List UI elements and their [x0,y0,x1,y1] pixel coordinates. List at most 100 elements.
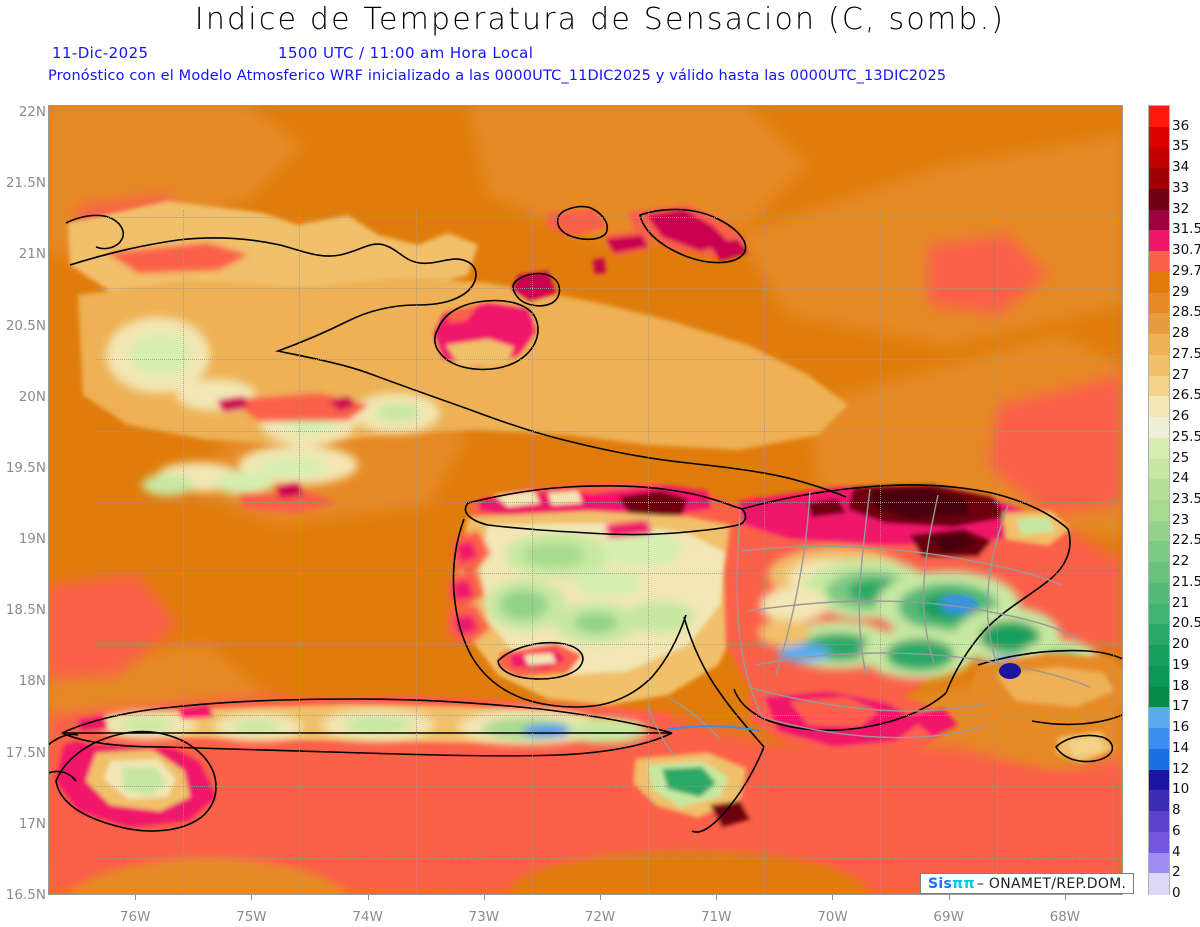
colorbar-tick-label: 21 [1172,594,1190,611]
gridline-lat [96,644,1123,646]
rivers [667,596,979,732]
colorbar-swatch [1149,707,1169,729]
model-info-line: Pronóstico con el Modelo Atmosferico WRF… [48,68,947,84]
colorbar-tick-label: 19 [1172,656,1190,673]
colorbar-tick-label: 27.5 [1172,345,1200,362]
gridline-lat [96,786,1123,788]
x-axis-tick [948,895,950,900]
colorbar-tick-label: 33 [1172,179,1190,196]
colorbar-tick-label: 20.5 [1172,615,1200,632]
colorbar-swatch [1149,209,1169,231]
colorbar-swatch [1149,769,1169,791]
colorbar-swatch [1149,396,1169,418]
colorbar-swatch [1149,313,1169,335]
colorbar-swatch [1149,292,1169,314]
gridline-lat [96,217,1123,219]
logo-agency-text: – ONAMET/REP.DOM. [976,876,1127,892]
y-axis-tick-label: 21.5N [5,175,46,192]
gridline-lon [880,210,882,895]
colorbar-tick-label: 25.5 [1172,428,1200,445]
colorbar-swatch [1149,230,1169,252]
y-axis-tick-label: 20.5N [5,317,46,334]
colorbar-swatch [1149,562,1169,584]
colorbar-swatch [1149,354,1169,377]
colorbar-swatch [1149,603,1169,625]
colorbar-tick-label: 28 [1172,325,1190,342]
x-axis-tick [367,895,369,900]
y-axis-tick-label: 20N [18,388,46,405]
colorbar-swatch [1149,479,1169,501]
x-axis-tick-label: 70W [817,909,848,925]
colorbar-swatch [1149,748,1169,771]
y-axis-tick-label: 22N [18,104,46,121]
y-axis-tick-label: 18N [18,673,46,690]
gridline-lon [764,210,766,895]
colorbar-tick-label: 25 [1172,449,1190,466]
x-axis-tick-label: 71W [700,909,732,925]
gridline-lon [996,210,998,895]
colorbar-swatch [1149,582,1169,605]
x-axis-tick [716,895,718,900]
x-axis-tick [1064,895,1066,900]
y-axis-tick-label: 21N [18,246,46,263]
coastlines [48,205,1123,833]
province-boundaries [647,488,1091,756]
colorbar-swatch [1149,458,1169,480]
y-axis-tick-label: 18.5N [5,602,46,619]
colorbar-swatch [1149,811,1169,833]
colorbar-tick-label: 10 [1172,781,1190,798]
colorbar-tick-label: 14 [1172,739,1190,756]
colorbar-labels: 36 35 34 33 32 31.5 30.7 29.7 29 28.5 28 27.5 27 26.5… [1172,105,1200,901]
colorbar-swatch [1149,665,1169,688]
gridline-lon [415,210,417,895]
colorbar-swatch [1149,251,1169,273]
colorbar-swatch [1149,334,1169,356]
colorbar-swatch [1149,520,1169,543]
gridline-lat [96,501,1123,503]
colorbar-tick-label: 29 [1172,283,1190,300]
temperature-field [48,105,1123,895]
colorbar-tick-label: 26.5 [1172,387,1200,404]
forecast-time: 1500 UTC / 11:00 am Hora Local [278,44,534,62]
gridline-lon [1112,210,1114,895]
colorbar-tick-label: 32 [1172,200,1190,217]
map-plot-area [48,105,1123,895]
colorbar-tick-label: 17 [1172,698,1190,715]
gridline-lon [531,210,533,895]
colorbar-swatch [1149,168,1169,190]
gridline-lat [96,359,1123,361]
colorbar-swatch [1149,728,1169,750]
gridline-lon [183,210,185,895]
y-axis-tick-label: 19.5N [5,459,46,476]
subtitle-line: 11-Dic-2025 1500 UTC / 11:00 am Hora Loc… [0,44,1200,64]
colorbar-swatch [1149,873,1169,895]
gridline-lat [96,288,1123,290]
colorbar-tick-label: 20 [1172,636,1190,653]
gridline-lat [96,430,1123,432]
logo-sis-text: Sis [928,876,953,892]
y-axis-tick-label: 17.5N [5,744,46,761]
page-title: Indice de Temperatura de Sensacion (C, s… [194,2,1006,37]
x-axis-tick-label: 68W [1049,909,1081,925]
x-axis-tick-label: 73W [468,909,500,925]
x-axis-tick [483,895,485,900]
colorbar-tick-label: 22 [1172,553,1190,570]
colorbar [1148,105,1170,895]
x-axis-tick-label: 69W [933,909,964,925]
colorbar-swatch [1149,624,1169,646]
colorbar-tick-label: 27 [1172,366,1190,383]
colorbar-tick-label: 35 [1172,138,1190,155]
colorbar-swatch [1149,147,1169,169]
x-axis-tick [251,895,253,900]
colorbar-swatch [1149,790,1169,812]
logo-tt-icon: ππ [952,876,975,892]
gridline-lat [96,715,1123,717]
colorbar-tick-label: 21.5 [1172,573,1200,590]
colorbar-swatch [1149,541,1169,563]
colorbar-tick-label: 4 [1172,843,1181,860]
colorbar-tick-label: 8 [1172,802,1181,819]
colorbar-tick-label: 12 [1172,760,1190,777]
x-axis-tick-label: 75W [236,909,267,925]
colorbar-swatch [1149,500,1169,522]
x-axis-tick-label: 74W [352,909,383,925]
